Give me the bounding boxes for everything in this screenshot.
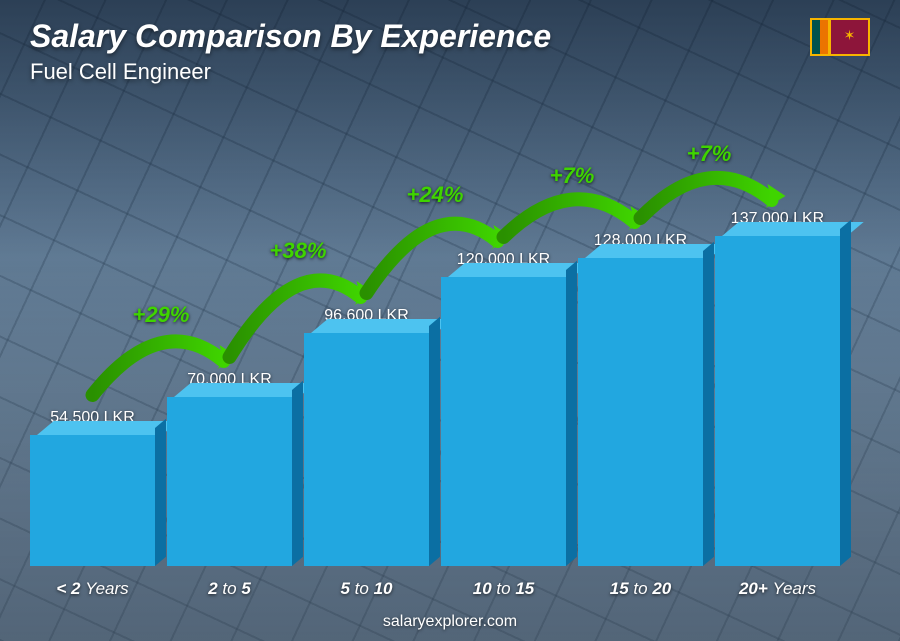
bar [167,397,292,566]
bar-side-face [840,220,851,566]
bar-side-face [566,261,577,566]
bar [304,333,429,566]
bar-side-face [429,317,440,566]
chart-subtitle: Fuel Cell Engineer [30,59,551,85]
bar [715,236,840,566]
chart-title: Salary Comparison By Experience [30,18,551,55]
country-flag-icon: ✶ [810,18,870,56]
header: Salary Comparison By Experience Fuel Cel… [30,18,870,85]
xaxis-label: 2 to 5 [167,579,292,599]
bar-chart: 54,500 LKR70,000 LKR96,600 LKR120,000 LK… [30,110,840,566]
flag-green-stripe [812,20,820,54]
flag-orange-stripe [820,20,828,54]
xaxis-label: 5 to 10 [304,579,429,599]
flag-emblem-icon: ✶ [835,24,864,50]
title-block: Salary Comparison By Experience Fuel Cel… [30,18,551,85]
bar-side-face [703,242,714,566]
chart-column: 96,600 LKR [304,110,429,566]
xaxis-label: 15 to 20 [578,579,703,599]
flag-stripes [812,20,828,54]
chart-column: 54,500 LKR [30,110,155,566]
xaxis-label: < 2 Years [30,579,155,599]
bar-side-face [155,419,166,566]
chart-column: 128,000 LKR [578,110,703,566]
bar-side-face [292,381,303,566]
bar [441,277,566,566]
chart-column: 137,000 LKR [715,110,840,566]
chart-column: 70,000 LKR [167,110,292,566]
bar [30,435,155,566]
chart-column: 120,000 LKR [441,110,566,566]
xaxis: < 2 Years 2 to 5 5 to 10 10 to 15 15 to 20 20… [30,579,840,599]
xaxis-label: 10 to 15 [441,579,566,599]
flag-field: ✶ [831,20,868,54]
footer-source: salaryexplorer.com [0,613,900,631]
bar [578,258,703,566]
xaxis-label: 20+ Years [715,579,840,599]
